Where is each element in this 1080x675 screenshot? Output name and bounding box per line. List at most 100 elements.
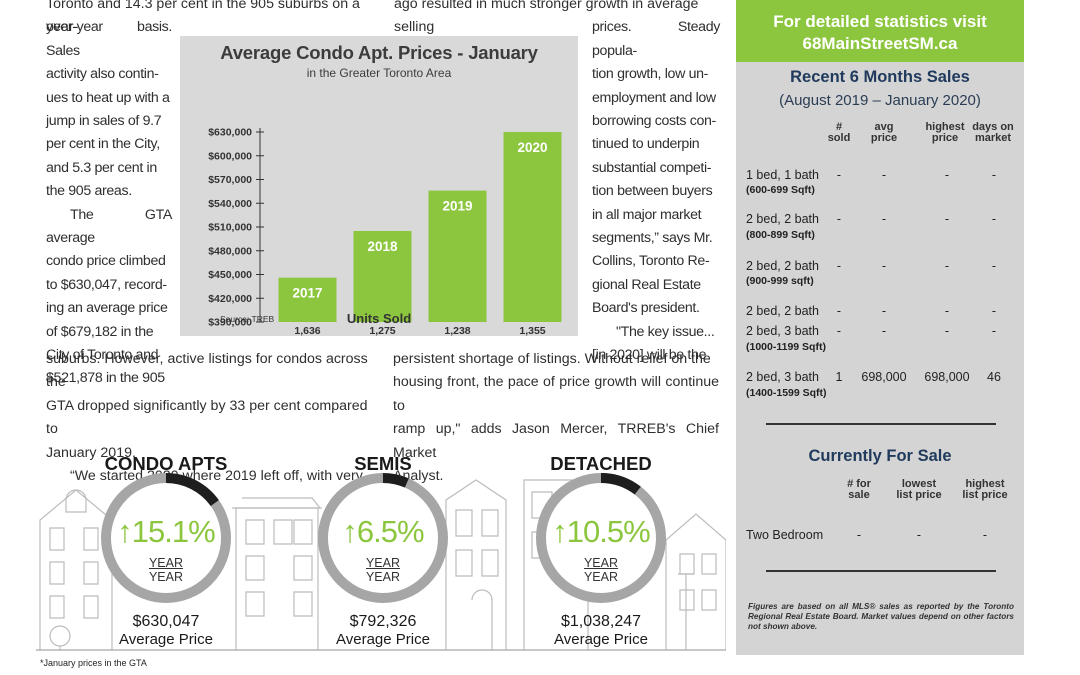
x-tick-label: 1,636 [294,325,320,336]
for-sale-lowest: - [916,528,922,542]
gauge-title: CONDO APTS [104,453,228,474]
col-head-line: price [870,132,898,144]
article-line: persistent shortage of listings. Without… [393,351,711,367]
article-line: The GTA average [46,206,172,247]
footnote: *January prices in the GTA [40,658,147,668]
article-line: prices. Steady popula- [592,19,720,59]
condo-price-chart: Average Condo Apt. Prices - January in t… [180,36,578,336]
divider [766,570,996,572]
col-head-highest: highest price [922,122,968,144]
recent-row-sqft: (1400-1599 Sqft) [746,387,827,399]
y-tick-label: $540,000 [208,198,252,210]
col-head-days: days on market [970,122,1016,144]
recent-row-avg: - [881,168,887,182]
article-line: to $630,047, record- [46,276,167,293]
recent-row-sqft: (900-999 sqft) [746,275,814,287]
recent-row-highest: 698,000 [924,370,970,384]
gauge-fill [101,473,231,603]
article-line: Toronto and 14.3 per cent in the 905 sub… [46,0,360,36]
gauge-percent: 10.5% [566,514,651,549]
article-col1-narrow: over-year basis. Sales activity also con… [46,16,172,391]
article-line: $521,878 in the 905 [46,370,165,387]
article-line: in all major market [592,206,702,223]
gauge-period-top: YEAR [148,556,184,570]
col-head-line: list price [896,489,942,501]
gauge-change: ↑15.1% [96,514,236,550]
recent-row-label: 2 bed, 3 bath [746,370,819,384]
recent-row-highest: - [944,259,950,273]
article-line: tinued to underpin [592,136,700,153]
article-line: January 2019. [46,444,136,461]
recent-row-avg: - [881,259,887,273]
y-tick-label: $420,000 [208,293,252,305]
for-sale-count: - [856,528,862,542]
bar-year-label: 2018 [367,239,398,254]
recent-row-highest: - [944,324,950,338]
gauge-fill [536,473,666,603]
article-line: housing front, the pace of price growth … [393,374,719,414]
recent-row-days: 46 [987,370,1001,384]
gauge-fill [318,473,448,603]
gauge-period-bottom: YEAR [148,570,184,584]
gauge-label: Average Price [554,631,648,648]
gauge-title: DETACHED [550,453,652,474]
gauge-percent: 6.5% [356,514,425,549]
recent-row-label: 1 bed, 1 bath [746,168,819,182]
banner-text: For detailed statistics visit [773,12,987,31]
article-line: the 905 areas. [46,183,132,200]
gauge-ring [101,473,231,603]
recent-row-sold: - [836,324,842,338]
x-tick-label: 1,275 [369,325,395,336]
article-line: over-year basis. Sales [46,19,172,59]
article-line: ramp up," adds Jason Mercer, TRREB's Chi… [393,421,719,461]
bar-year-label: 2017 [292,286,322,301]
y-tick-label: $630,000 [208,127,252,139]
sidebar-banner[interactable]: For detailed statistics visit 68MainStre… [736,0,1024,62]
recent-row-sold: - [836,168,842,182]
disclaimer-note: Figures are based on all MLS® sales as r… [748,602,1014,631]
col-head-avg: avg price [864,122,904,144]
article-line: segments,” says Mr. [592,230,713,247]
gauge-value: $1,038,247 [560,613,642,630]
recent-sales-period: (August 2019 – January 2020) [779,92,981,109]
article-col2-top: ago resulted in much stronger growth in … [394,0,724,40]
bar [353,230,412,322]
recent-row-highest: - [944,212,950,226]
col-head-line: list price [962,489,1008,501]
for-sale-title: Currently For Sale [808,447,952,465]
article-line: ing an average price [46,300,168,317]
recent-row-highest: - [944,304,950,318]
gauge-label: Average Price [336,631,430,648]
up-arrow-icon: ↑ [342,514,357,549]
recent-row-label: 2 bed, 2 bath [746,259,819,273]
article-line: gional Real Estate [592,276,701,293]
website-link[interactable]: 68MainStreetSM.ca [802,34,958,53]
gauge-change: ↑6.5% [313,514,453,550]
recent-row-days: - [991,324,997,338]
gauge-label: Average Price [119,631,213,648]
divider [766,423,996,425]
recent-row-sqft: (600-699 Sqft) [746,184,815,196]
col-head-line: market [974,132,1012,144]
recent-row-sqft: (800-899 Sqft) [746,229,815,241]
article-line: GTA dropped significantly by 33 per cent… [46,397,368,438]
x-tick-label: 1,238 [444,325,470,336]
stats-sidebar: For detailed statistics visit 68MainStre… [736,0,1024,655]
article-line: Collins, Toronto Re- [592,253,710,270]
recent-row-days: - [991,168,997,182]
article-col2-narrow: prices. Steady popula- tion growth, low … [592,16,720,367]
gauge-ring [536,473,666,603]
gauge-period-bottom: YEAR [365,570,401,584]
for-sale-row-label: Two Bedroom [746,528,824,542]
col-head-line: avg [874,121,894,133]
recent-row-sold: 1 [835,370,843,384]
recent-row-label: 2 bed, 3 bath [746,324,819,338]
article-line: tion growth, low un- [592,66,709,83]
recent-row-sold: - [836,212,842,226]
col-head-lowest: lowest list price [892,479,946,501]
article-line: activity also contin- [46,66,159,83]
article-line: of $679,182 in the [46,323,154,340]
recent-row-sold: - [836,259,842,273]
article-line: substantial competi- [592,159,712,176]
gauge-title: SEMIS [354,453,412,474]
